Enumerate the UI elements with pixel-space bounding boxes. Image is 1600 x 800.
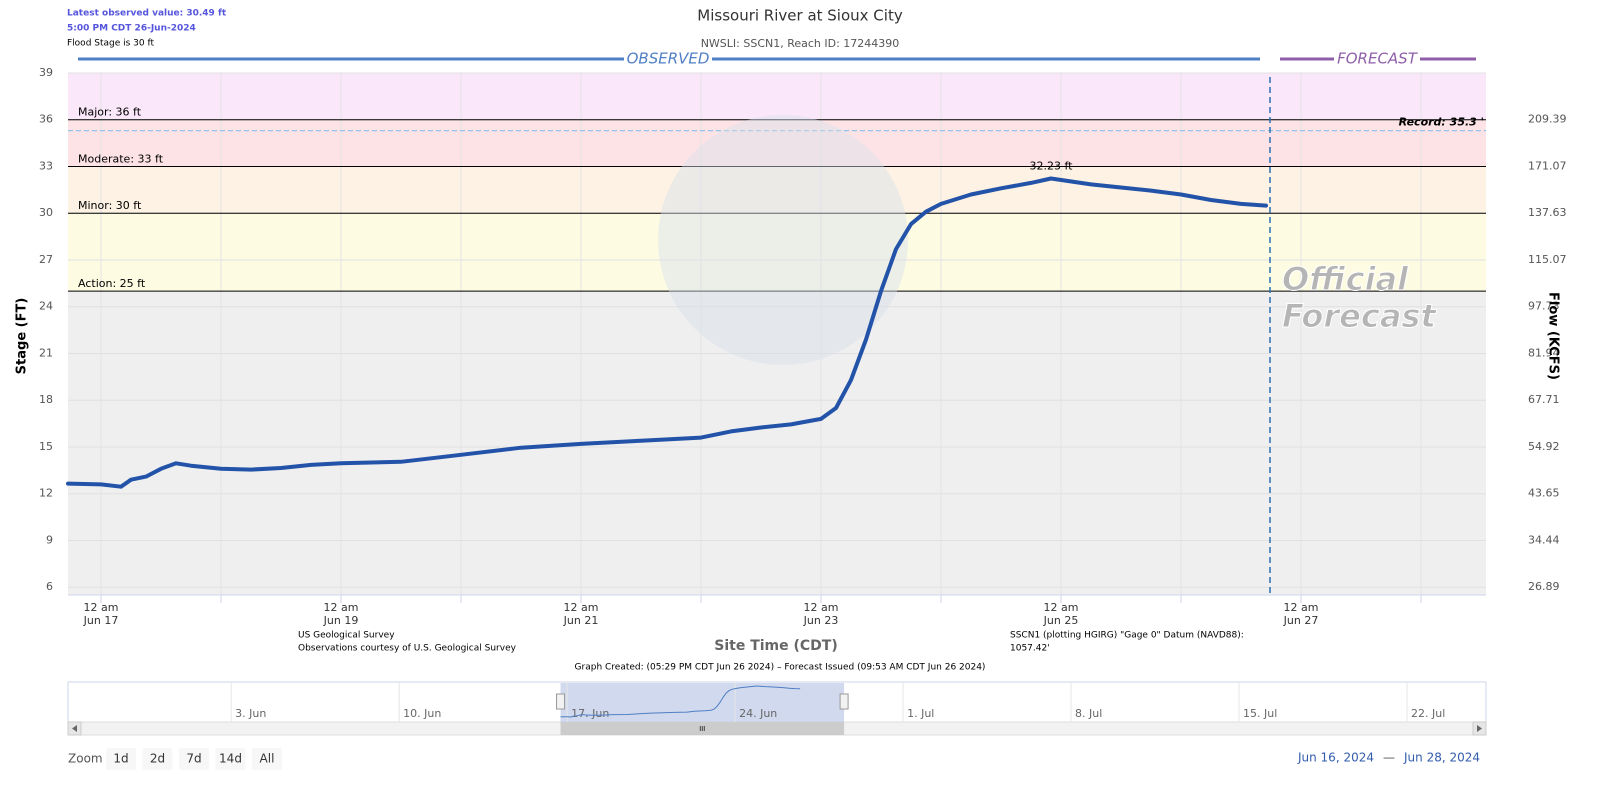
plot-background-layer: 6 9 12 15 18 21 24 27 30 33 36 39 26.89 34.44 43.65 54.… [39, 66, 1567, 627]
navigator-tick-label: 22. Jul [1411, 707, 1445, 720]
forecast-label: FORECAST [1337, 50, 1419, 68]
range-from[interactable]: Jun 16, 2024 [1297, 751, 1374, 765]
overlay-layer: 32.23 ft 3. Jun 10. Jun 17. Jun 24. Jun 1. Ju… [66, 77, 1480, 770]
chart-title: Missouri River at Sioux City [697, 7, 903, 25]
y2-tick-label: 171.07 [1528, 159, 1567, 172]
y2-tick-label: 54.92 [1528, 440, 1560, 453]
x-tick-label: Jun 19 [323, 614, 359, 627]
navigator-tick-label: 8. Jul [1075, 707, 1102, 720]
navigator-line [560, 685, 801, 718]
x-tick-label: Jun 21 [563, 614, 599, 627]
scroll-arrow [1477, 725, 1482, 732]
latest-time: 5:00 PM CDT 26-Jun-2024 [67, 24, 196, 34]
record-label: Record: 35.3 ' [1399, 116, 1484, 129]
y-tick-label: 21 [39, 346, 53, 359]
y-tick-label: 27 [39, 253, 53, 266]
y-tick-label: 12 [39, 487, 53, 500]
zoom-button[interactable] [179, 748, 209, 770]
courtesy-note: Observations courtesy of U.S. Geological… [298, 644, 517, 654]
zoom-button[interactable] [215, 748, 246, 770]
x-tick-label: Jun 23 [803, 614, 839, 627]
scroll-arrow [72, 725, 77, 732]
navigator-tick-label: 24. Jun [739, 707, 777, 720]
threshold-label: Moderate: 33 ft [78, 152, 164, 165]
navigator-handle[interactable] [556, 693, 566, 710]
navigator-selection[interactable] [560, 683, 845, 722]
y-tick-label: 33 [39, 159, 53, 172]
y-tick-label: 9 [46, 533, 53, 546]
threshold-label: Major: 36 ft [78, 106, 142, 119]
y2-tick-label: 209.39 [1528, 113, 1567, 126]
y-tick-label: 18 [39, 393, 53, 406]
observed-line [66, 176, 1268, 489]
official-watermark: Forecast [1282, 297, 1437, 335]
range-to[interactable]: Jun 28, 2024 [1403, 751, 1480, 765]
y2-tick-label: 34.44 [1528, 533, 1560, 546]
datum-note: 1057.42' [1010, 644, 1050, 654]
zoom-button-label[interactable]: 1d [113, 752, 128, 766]
navigator-tick-label: 15. Jul [1243, 707, 1277, 720]
navigator-tick-label: 1. Jul [907, 707, 934, 720]
x-tick-label: Jun 25 [1043, 614, 1079, 627]
zoom-label: Zoom [68, 752, 103, 766]
zoom-button-label[interactable]: 2d [150, 752, 165, 766]
threshold-label: Minor: 30 ft [78, 199, 142, 212]
navigator-handle[interactable] [839, 693, 849, 710]
threshold-label: Action: 25 ft [78, 277, 146, 290]
zoom-button[interactable] [106, 748, 136, 770]
range-separator: — [1383, 751, 1395, 765]
y2-tick-label: 115.07 [1528, 253, 1567, 266]
flood-band [68, 213, 1486, 292]
x-tick-label: 12 am [324, 601, 359, 614]
latest-value: Latest observed value: 30.49 ft [67, 9, 227, 19]
x-axis-title: Site Time (CDT) [714, 638, 838, 654]
source-note: US Geological Survey [298, 631, 395, 641]
x-tick-label: Jun 17 [83, 614, 119, 627]
y2-tick-label: 67.71 [1528, 393, 1560, 406]
zoom-button[interactable] [142, 748, 173, 770]
observed-label: OBSERVED [627, 50, 710, 68]
y2-axis-title: Flow (KCFS) [1546, 292, 1561, 380]
y-tick-label: 15 [39, 440, 53, 453]
chart-subtitle: NWSLI: SSCN1, Reach ID: 17244390 [701, 37, 900, 50]
zoom-button-label[interactable]: 14d [219, 752, 242, 766]
x-tick-label: 12 am [84, 601, 119, 614]
navigator-tick-label: 10. Jun [403, 707, 441, 720]
created-note: Graph Created: (05:29 PM CDT Jun 26 2024… [575, 663, 986, 673]
flood-stage-note: Flood Stage is 30 ft [67, 39, 155, 49]
x-tick-label: 12 am [1284, 601, 1319, 614]
x-tick-label: 12 am [564, 601, 599, 614]
noaa-watermark [658, 115, 908, 365]
y-tick-label: 24 [39, 300, 53, 313]
datum-note: SSCN1 (plotting HGIRG) "Gage 0" Datum (N… [1010, 631, 1244, 641]
zoom-button-label[interactable]: 7d [186, 752, 201, 766]
y-tick-label: 6 [46, 580, 53, 593]
x-tick-label: 12 am [1044, 601, 1079, 614]
flood-band [68, 119, 1486, 167]
y2-tick-label: 26.89 [1528, 580, 1560, 593]
y2-tick-label: 97.73 [1528, 300, 1560, 313]
y2-tick-label: 81.94 [1528, 346, 1560, 359]
y-tick-label: 30 [39, 206, 53, 219]
navigator-tick-label: 3. Jun [235, 707, 266, 720]
y-tick-label: 39 [39, 66, 53, 79]
flood-band [68, 73, 1486, 120]
peak-label: 32.23 ft [1030, 159, 1074, 172]
y-tick-label: 36 [39, 113, 53, 126]
zoom-button-label[interactable]: All [260, 752, 275, 766]
official-watermark: Official [1282, 260, 1409, 298]
zoom-button[interactable] [252, 748, 282, 770]
navigator-tick-label: 17. Jun [571, 707, 609, 720]
y2-tick-label: 137.63 [1528, 206, 1567, 219]
y-axis-title: Stage (FT) [15, 298, 30, 375]
x-tick-label: 12 am [804, 601, 839, 614]
x-tick-label: Jun 27 [1283, 614, 1319, 627]
y2-tick-label: 43.65 [1528, 487, 1560, 500]
